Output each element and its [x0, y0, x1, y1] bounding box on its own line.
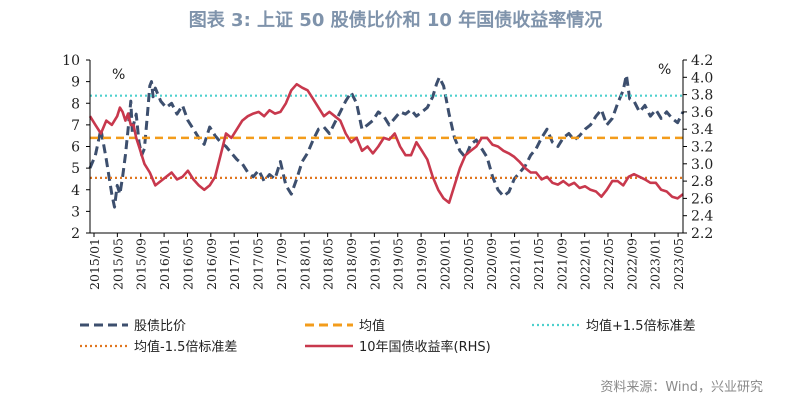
legend-label-3: 均值-1.5倍标准差 — [134, 339, 237, 355]
x-tick-label: 2015/09 — [134, 238, 149, 290]
right-tick-label: 2.4 — [691, 209, 713, 225]
legend-label-1: 均值 — [359, 318, 385, 334]
source-note: 资料来源：Wind，兴业研究 — [600, 380, 763, 395]
x-tick-label: 2021/09 — [554, 238, 569, 290]
x-tick-label: 2016/01 — [157, 238, 172, 290]
x-tick-label: 2016/09 — [204, 238, 219, 290]
right-tick-label: 3.6 — [691, 105, 713, 121]
axis-layer: 2 3 4 5 6 7 8 9 10 2.22.4 2.62.83.03.2 3.43.63.8 4.0… — [62, 53, 713, 290]
x-tick-label: 2016/05 — [180, 238, 195, 290]
chart-title: 图表 3: 上证 50 股债比价和 10 年国债收益率情况 — [188, 10, 603, 31]
x-tick-label: 2021/01 — [508, 238, 523, 290]
x-tick-label: 2020/05 — [461, 238, 476, 290]
x-tick-label: 2017/01 — [227, 238, 242, 290]
x-tick-label: 2018/05 — [321, 238, 336, 290]
left-axis-unit: % — [112, 67, 125, 83]
x-tick-label: 2020/01 — [437, 238, 452, 290]
right-tick-label: 3.0 — [691, 157, 713, 173]
x-tick-label: 2022/09 — [624, 238, 639, 290]
x-tick-label: 2017/09 — [274, 238, 289, 290]
x-tick-label: 2022/05 — [601, 238, 616, 290]
right-tick-label: 4.0 — [691, 70, 713, 86]
left-tick-label: 6 — [71, 140, 80, 156]
right-tick-label: 2.6 — [691, 191, 713, 207]
series-股债比价 — [88, 73, 685, 209]
x-tick-label: 2020/09 — [484, 238, 499, 290]
x-tick-label: 2019/09 — [414, 238, 429, 290]
x-tick-label: 2023/05 — [671, 238, 686, 290]
x-tick-label: 2022/01 — [578, 238, 593, 290]
x-tick-label: 2018/09 — [344, 238, 359, 290]
right-tick-label: 2.2 — [691, 226, 713, 242]
x-tick-label: 2017/05 — [251, 238, 266, 290]
x-tick-label: 2023/01 — [648, 238, 663, 290]
left-tick-label: 8 — [71, 96, 80, 112]
x-tick-label: 2021/05 — [531, 238, 546, 290]
left-tick-label: 7 — [71, 118, 80, 134]
plot-layer — [88, 73, 685, 209]
x-tick-label: 2019/05 — [391, 238, 406, 290]
right-axis-unit: % — [658, 62, 671, 78]
left-tick-label: 3 — [71, 204, 80, 220]
left-tick-label: 5 — [71, 161, 80, 177]
right-tick-label: 4.2 — [691, 53, 713, 69]
x-tick-label: 2018/01 — [297, 238, 312, 290]
left-tick-label: 4 — [71, 183, 80, 199]
left-tick-label: 10 — [62, 53, 80, 69]
right-tick-label: 3.2 — [691, 140, 713, 156]
right-tick-label: 2.8 — [691, 174, 713, 190]
x-tick-label: 2019/01 — [367, 238, 382, 290]
x-tick-label: 2015/05 — [110, 238, 125, 290]
right-tick-label: 3.4 — [691, 122, 713, 138]
legend-label-0: 股债比价 — [134, 319, 186, 334]
left-tick-label: 2 — [71, 226, 80, 242]
legend-label-4: 10年国债收益率(RHS) — [359, 339, 491, 355]
left-tick-label: 9 — [71, 75, 80, 91]
right-tick-label: 3.8 — [691, 88, 713, 104]
legend-label-2: 均值+1.5倍标准差 — [586, 318, 696, 334]
x-tick-label: 2015/01 — [87, 238, 102, 290]
series-10年国债收益率(RHS) — [88, 82, 684, 204]
